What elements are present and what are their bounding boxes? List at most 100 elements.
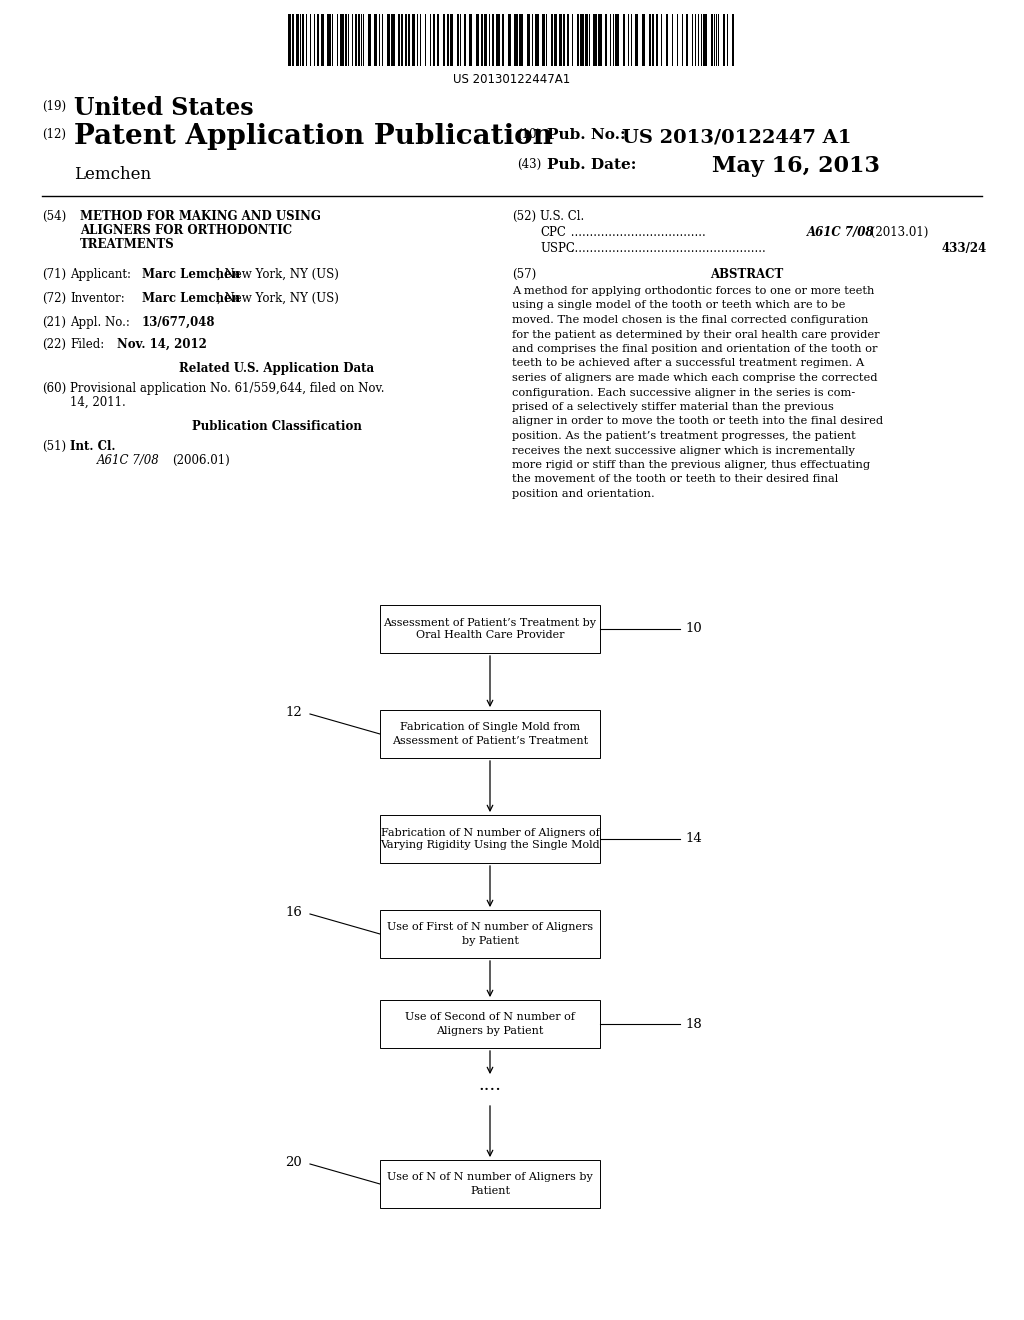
Text: more rigid or stiff than the previous aligner, thus effectuating: more rigid or stiff than the previous al… xyxy=(512,459,870,470)
Text: Assessment of Patient’s Treatment by: Assessment of Patient’s Treatment by xyxy=(384,618,597,627)
Text: United States: United States xyxy=(74,96,254,120)
Bar xyxy=(551,15,553,66)
Text: Int. Cl.: Int. Cl. xyxy=(70,440,116,453)
Bar xyxy=(469,15,472,66)
Text: Varying Rigidity Using the Single Mold: Varying Rigidity Using the Single Mold xyxy=(380,841,600,850)
Bar xyxy=(580,15,584,66)
Bar xyxy=(567,15,569,66)
Text: for the patient as determined by their oral health care provider: for the patient as determined by their o… xyxy=(512,330,880,339)
Text: A61C 7/08: A61C 7/08 xyxy=(807,226,874,239)
Text: 14: 14 xyxy=(685,833,701,846)
Text: (54): (54) xyxy=(42,210,67,223)
Bar xyxy=(514,15,518,66)
Text: configuration. Each successive aligner in the series is com-: configuration. Each successive aligner i… xyxy=(512,388,855,397)
Text: (60): (60) xyxy=(42,381,67,395)
Bar xyxy=(387,15,390,66)
Text: using a single model of the tooth or teeth which are to be: using a single model of the tooth or tee… xyxy=(512,301,846,310)
Bar xyxy=(412,15,415,66)
Bar xyxy=(380,1160,600,1208)
Text: Use of Second of N number of: Use of Second of N number of xyxy=(406,1012,574,1023)
Bar xyxy=(398,15,400,66)
Text: May 16, 2013: May 16, 2013 xyxy=(712,154,880,177)
Bar xyxy=(380,1001,600,1048)
Bar xyxy=(615,15,618,66)
Bar xyxy=(292,15,294,66)
Text: 14, 2011.: 14, 2011. xyxy=(70,396,126,409)
Text: 18: 18 xyxy=(685,1018,701,1031)
Text: Aligners by Patient: Aligners by Patient xyxy=(436,1026,544,1035)
Bar xyxy=(345,15,347,66)
Bar xyxy=(656,15,658,66)
Text: Marc Lemchen: Marc Lemchen xyxy=(142,268,240,281)
Bar xyxy=(649,15,651,66)
Bar xyxy=(447,15,449,66)
Text: Nov. 14, 2012: Nov. 14, 2012 xyxy=(117,338,207,351)
Bar xyxy=(450,15,453,66)
Text: (52): (52) xyxy=(512,210,537,223)
Text: Appl. No.:: Appl. No.: xyxy=(70,315,130,329)
Text: series of aligners are made which each comprise the corrected: series of aligners are made which each c… xyxy=(512,374,878,383)
Text: US 20130122447A1: US 20130122447A1 xyxy=(454,73,570,86)
Text: A method for applying orthodontic forces to one or more teeth: A method for applying orthodontic forces… xyxy=(512,286,874,296)
Text: USPC: USPC xyxy=(540,242,574,255)
Text: (72): (72) xyxy=(42,292,67,305)
Bar xyxy=(508,15,511,66)
Bar xyxy=(577,15,579,66)
Bar xyxy=(527,15,530,66)
Text: (22): (22) xyxy=(42,338,66,351)
Text: and comprises the final position and orientation of the tooth or: and comprises the final position and ori… xyxy=(512,345,878,354)
Text: (10): (10) xyxy=(517,128,541,141)
Text: Publication Classification: Publication Classification xyxy=(193,420,361,433)
Text: (43): (43) xyxy=(517,158,542,172)
Bar xyxy=(464,15,466,66)
Text: 433/24: 433/24 xyxy=(942,242,987,255)
Bar xyxy=(652,15,654,66)
Bar xyxy=(380,909,600,958)
Text: TREATMENTS: TREATMENTS xyxy=(80,238,175,251)
Bar xyxy=(317,15,319,66)
Bar xyxy=(302,15,304,66)
Bar xyxy=(380,814,600,863)
Text: by Patient: by Patient xyxy=(462,936,518,945)
Bar xyxy=(368,15,371,66)
Text: the movement of the tooth or teeth to their desired final: the movement of the tooth or teeth to th… xyxy=(512,474,839,484)
Text: teeth to be achieved after a successful treatment regimen. A: teeth to be achieved after a successful … xyxy=(512,359,864,368)
Text: prised of a selectively stiffer material than the previous: prised of a selectively stiffer material… xyxy=(512,403,834,412)
Text: 16: 16 xyxy=(285,906,302,919)
Text: ALIGNERS FOR ORTHODONTIC: ALIGNERS FOR ORTHODONTIC xyxy=(80,224,292,238)
Text: Patient: Patient xyxy=(470,1185,510,1196)
Text: Related U.S. Application Data: Related U.S. Application Data xyxy=(179,362,375,375)
Bar xyxy=(598,15,602,66)
Text: receives the next successive aligner which is incrementally: receives the next successive aligner whi… xyxy=(512,446,855,455)
Bar xyxy=(703,15,707,66)
Bar xyxy=(559,15,562,66)
Bar xyxy=(443,15,445,66)
Text: (2013.01): (2013.01) xyxy=(867,226,929,239)
Bar xyxy=(340,15,344,66)
Text: Assessment of Patient’s Treatment: Assessment of Patient’s Treatment xyxy=(392,735,588,746)
Text: 12: 12 xyxy=(286,705,302,718)
Text: 13/677,048: 13/677,048 xyxy=(142,315,215,329)
Bar xyxy=(711,15,713,66)
Bar xyxy=(535,15,539,66)
Bar xyxy=(519,15,523,66)
Text: Fabrication of Single Mold from: Fabrication of Single Mold from xyxy=(400,722,580,733)
Text: Use of N of N number of Aligners by: Use of N of N number of Aligners by xyxy=(387,1172,593,1183)
Bar xyxy=(686,15,688,66)
Text: 20: 20 xyxy=(286,1155,302,1168)
Text: , New York, NY (US): , New York, NY (US) xyxy=(217,292,339,305)
Bar xyxy=(542,15,545,66)
Text: Oral Health Care Provider: Oral Health Care Provider xyxy=(416,631,564,640)
Bar xyxy=(437,15,439,66)
Text: CPC: CPC xyxy=(540,226,566,239)
Bar xyxy=(288,15,291,66)
Bar xyxy=(496,15,500,66)
Text: Provisional application No. 61/559,644, filed on Nov.: Provisional application No. 61/559,644, … xyxy=(70,381,384,395)
Bar xyxy=(623,15,625,66)
Bar xyxy=(502,15,504,66)
Text: US 2013/0122447 A1: US 2013/0122447 A1 xyxy=(622,128,852,147)
Text: (57): (57) xyxy=(512,268,537,281)
Bar xyxy=(433,15,435,66)
Text: ABSTRACT: ABSTRACT xyxy=(711,268,783,281)
Text: position and orientation.: position and orientation. xyxy=(512,488,654,499)
